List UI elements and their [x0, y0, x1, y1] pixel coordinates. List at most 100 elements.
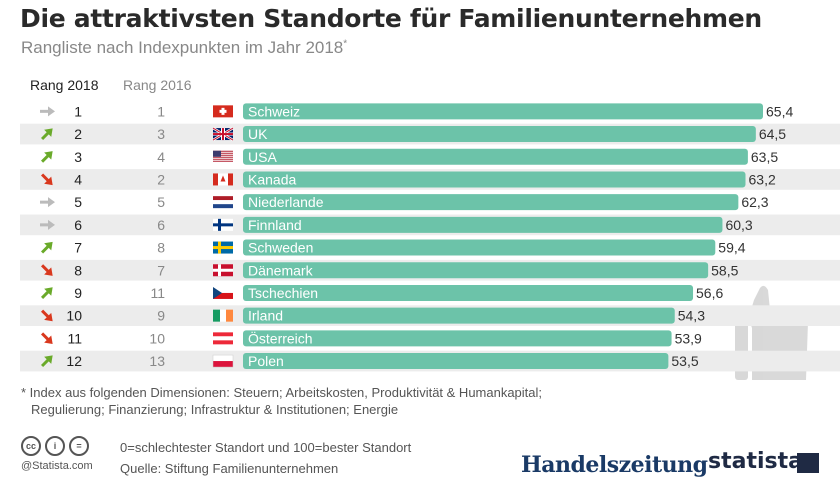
rank-2016: 3 [157, 126, 165, 142]
flag-part [213, 340, 233, 345]
bar-category-label: Schweden [248, 240, 313, 256]
subtitle-text: Rangliste nach Indexpunkten im Jahr 2018 [21, 38, 344, 57]
bar [243, 330, 672, 347]
flag-part [226, 309, 233, 322]
flag-canada [213, 173, 233, 186]
bar-category-label: Niederlande [248, 194, 324, 210]
flag-part [213, 154, 233, 156]
trend-down-arrow-icon [40, 264, 53, 276]
rank-2018: 8 [74, 262, 82, 278]
flag-part [212, 354, 234, 368]
flag-part [213, 223, 233, 227]
flag-part [213, 200, 233, 205]
flag-part [213, 158, 233, 160]
bar-category-label: Polen [248, 353, 284, 369]
chart-row: 4 2 Kanada 63,2 [20, 169, 840, 190]
trend-up-arrow-icon [40, 128, 53, 141]
bar-value-label: 53,9 [675, 330, 702, 346]
chart-row: 5 5 Niederlande 62,3 [40, 194, 769, 211]
flag-czech [213, 286, 233, 299]
flag-usa [213, 150, 233, 163]
arrow-head [44, 176, 53, 186]
flag-part [213, 133, 233, 136]
chart-row: 3 4 USA 63,5 [40, 148, 778, 165]
equals-icon: = [69, 436, 89, 456]
bar-value-label: 53,5 [671, 353, 698, 369]
flag-part [213, 173, 218, 186]
bar-category-label: Tschechien [248, 285, 318, 301]
chart-row: 10 9 Irland 54,3 [20, 305, 840, 326]
chart-subtitle: Rangliste nach Indexpunkten im Jahr 2018… [21, 38, 347, 58]
bar-category-label: USA [248, 149, 277, 165]
bar [243, 284, 694, 301]
flag-sweden [213, 241, 233, 254]
flag-part [213, 292, 233, 299]
footnote: * Index aus folgenden Dimensionen: Steue… [21, 384, 621, 418]
flag-part [219, 109, 227, 113]
rank-2016: 9 [157, 308, 165, 324]
bar-category-label: Irland [248, 308, 283, 324]
bar-value-label: 54,3 [678, 308, 705, 324]
rank-2018: 7 [74, 240, 82, 256]
chart-row: 8 7 Dänemark 58,5 [20, 259, 840, 281]
bar-value-label: 62,3 [741, 194, 768, 210]
rank-2018: 12 [66, 353, 82, 369]
flag-part [213, 150, 221, 157]
rank-2016: 1 [157, 103, 165, 119]
flag-part [213, 332, 233, 337]
bar [243, 216, 723, 233]
flag-netherlands [213, 196, 233, 209]
column-header-rank-2016: Rang 2016 [123, 77, 192, 93]
bar-value-label: 65,4 [766, 103, 793, 119]
bar-category-label: Dänemark [248, 262, 314, 278]
arrow-head [48, 106, 55, 117]
arrow-head [44, 355, 53, 364]
flag-part [213, 336, 233, 341]
scale-note: 0=schlechtester Standort und 100=bester … [120, 440, 412, 455]
rank-2018: 6 [74, 217, 82, 233]
flag-part [213, 160, 233, 162]
bar [243, 353, 669, 370]
trend-down-arrow-icon [40, 173, 53, 186]
bar [243, 307, 675, 324]
arrow-head [48, 219, 55, 230]
statista-logo-mark-icon [797, 453, 819, 473]
bar-category-label: Schweiz [248, 103, 300, 119]
arrow-head [44, 335, 53, 345]
flag-ireland [213, 309, 233, 322]
flag-austria [213, 332, 233, 345]
handelszeitung-logo[interactable]: Handelszeitung [521, 452, 708, 478]
bar-category-label: Finnland [248, 217, 302, 233]
flag-part [213, 204, 233, 209]
statista-logo[interactable]: statista [708, 449, 803, 474]
rank-2018: 3 [74, 149, 82, 165]
license-icons: cc i = [21, 436, 89, 456]
bar-category-label: Österreich [248, 329, 313, 346]
bar [243, 103, 763, 120]
flag-part [228, 173, 233, 186]
trend-up-arrow-icon [40, 151, 53, 163]
trend-same-arrow-icon [40, 197, 55, 208]
flag-part [213, 268, 233, 272]
bar-category-label: UK [248, 126, 268, 142]
rank-2018: 11 [67, 330, 82, 346]
rank-2018: 4 [74, 171, 82, 187]
chart-row: 9 11 Tschechien 56,6 [40, 284, 723, 301]
flag-part [213, 309, 220, 322]
bar-value-label: 59,4 [718, 240, 745, 256]
footnote-line-2: Regulierung; Finanzierung; Infrastruktur… [31, 402, 399, 417]
flag-part [213, 196, 233, 201]
rank-2016: 7 [157, 262, 165, 278]
ranking-bar-chart: 1 1 Schweiz 65,42 3 UK 64,53 4 USA 63,54 2 Kanada 63… [20, 103, 840, 380]
footnote-marker: * [343, 38, 348, 50]
source-note: Quelle: Stiftung Familienunternehmen [120, 461, 339, 476]
bar-value-label: 63,2 [749, 171, 776, 187]
flag-part [213, 355, 233, 362]
flag-part [213, 286, 233, 293]
flag-uk [212, 126, 234, 142]
trend-up-arrow-icon [40, 355, 53, 368]
chart-title: Die attraktivsten Standorte für Familien… [20, 4, 762, 33]
trend-up-arrow-icon [40, 241, 53, 254]
rank-2018: 9 [74, 285, 82, 301]
bar [243, 148, 748, 165]
